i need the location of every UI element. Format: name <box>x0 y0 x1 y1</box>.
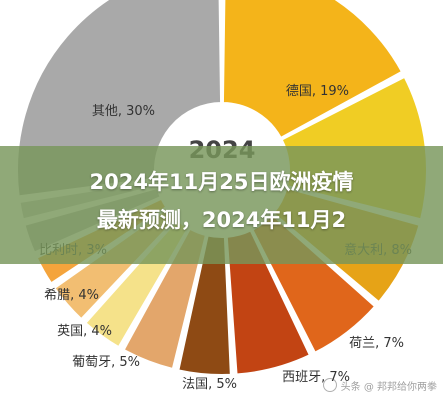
slice-德国 <box>221 0 404 140</box>
slice-label-葡萄牙: 葡萄牙, 5% <box>72 355 140 370</box>
slice-label-德国: 德国, 19% <box>286 84 349 99</box>
watermark-logo-icon <box>322 378 337 392</box>
slice-label-荷兰: 荷兰, 7% <box>349 336 404 351</box>
slice-label-法国: 法国, 5% <box>182 377 237 392</box>
title-banner: 2024年11月25日欧洲疫情 最新预测，2024年11月2 <box>0 146 443 264</box>
banner-title-line-1: 2024年11月25日欧洲疫情 <box>89 170 354 194</box>
watermark: 头条 @ 邦邦给你两拳 <box>322 376 437 394</box>
watermark-text: 头条 @ 邦邦给你两拳 <box>340 381 437 393</box>
slice-label-英国: 英国, 4% <box>57 324 112 339</box>
banner-title-line-2: 最新预测，2024年11月2 <box>96 208 347 232</box>
slice-label-其他: 其他, 30% <box>92 104 155 119</box>
slice-label-希腊: 希腊, 4% <box>44 288 99 303</box>
